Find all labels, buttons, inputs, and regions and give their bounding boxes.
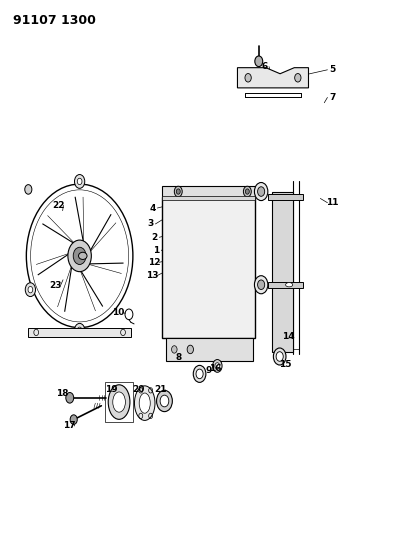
Text: 14: 14 bbox=[282, 332, 295, 341]
Text: 21: 21 bbox=[154, 385, 167, 394]
Circle shape bbox=[254, 276, 268, 294]
Text: 4: 4 bbox=[149, 204, 156, 213]
Text: 2: 2 bbox=[151, 233, 158, 242]
Circle shape bbox=[215, 363, 220, 369]
Circle shape bbox=[255, 56, 263, 67]
Circle shape bbox=[77, 178, 82, 184]
Text: 1: 1 bbox=[153, 246, 160, 255]
Bar bbox=[272, 192, 293, 352]
Text: 17: 17 bbox=[63, 422, 76, 431]
Ellipse shape bbox=[135, 386, 155, 421]
Circle shape bbox=[257, 280, 265, 289]
Circle shape bbox=[246, 189, 249, 194]
Circle shape bbox=[295, 74, 301, 82]
Bar bbox=[105, 382, 133, 422]
Circle shape bbox=[187, 345, 194, 354]
Circle shape bbox=[171, 346, 177, 353]
Circle shape bbox=[66, 392, 74, 403]
Circle shape bbox=[273, 348, 286, 365]
Text: 12: 12 bbox=[148, 258, 161, 266]
Bar bbox=[29, 328, 131, 337]
Bar bbox=[268, 193, 303, 200]
Text: 9: 9 bbox=[206, 366, 212, 375]
Bar bbox=[162, 197, 255, 338]
Circle shape bbox=[156, 390, 172, 411]
Text: 13: 13 bbox=[147, 271, 159, 280]
Bar bbox=[162, 185, 255, 197]
Bar bbox=[268, 281, 303, 288]
Circle shape bbox=[68, 240, 91, 272]
Bar bbox=[162, 196, 255, 200]
Text: 11: 11 bbox=[326, 198, 339, 207]
Circle shape bbox=[25, 282, 36, 296]
Text: 20: 20 bbox=[132, 385, 144, 394]
Text: 19: 19 bbox=[105, 385, 118, 394]
Circle shape bbox=[73, 247, 86, 264]
Circle shape bbox=[70, 415, 77, 424]
Circle shape bbox=[176, 189, 180, 194]
Ellipse shape bbox=[108, 385, 130, 419]
Polygon shape bbox=[238, 68, 308, 88]
Text: 7: 7 bbox=[329, 93, 335, 102]
Circle shape bbox=[74, 174, 85, 188]
Bar bbox=[166, 338, 253, 361]
Circle shape bbox=[244, 186, 251, 197]
Text: 16: 16 bbox=[209, 364, 222, 373]
Text: 91107 1300: 91107 1300 bbox=[13, 14, 95, 27]
Ellipse shape bbox=[113, 392, 126, 412]
Text: 10: 10 bbox=[112, 308, 124, 317]
Circle shape bbox=[160, 395, 169, 407]
Circle shape bbox=[25, 184, 32, 194]
Text: 23: 23 bbox=[50, 280, 62, 289]
Circle shape bbox=[77, 327, 82, 334]
Ellipse shape bbox=[286, 282, 293, 287]
Circle shape bbox=[28, 286, 33, 293]
Text: 3: 3 bbox=[148, 220, 154, 229]
Circle shape bbox=[174, 186, 182, 197]
Text: 18: 18 bbox=[55, 389, 68, 398]
Circle shape bbox=[257, 187, 265, 196]
Text: 22: 22 bbox=[52, 201, 65, 210]
Circle shape bbox=[254, 182, 268, 200]
Text: 15: 15 bbox=[278, 360, 291, 369]
Text: 5: 5 bbox=[329, 66, 335, 74]
Ellipse shape bbox=[139, 393, 150, 413]
Text: 8: 8 bbox=[175, 353, 181, 362]
Circle shape bbox=[196, 369, 203, 378]
Circle shape bbox=[213, 360, 222, 372]
Text: 6: 6 bbox=[261, 62, 267, 71]
Circle shape bbox=[276, 352, 283, 361]
Circle shape bbox=[245, 74, 251, 82]
Circle shape bbox=[193, 366, 206, 382]
Ellipse shape bbox=[78, 252, 87, 260]
Circle shape bbox=[74, 324, 85, 337]
